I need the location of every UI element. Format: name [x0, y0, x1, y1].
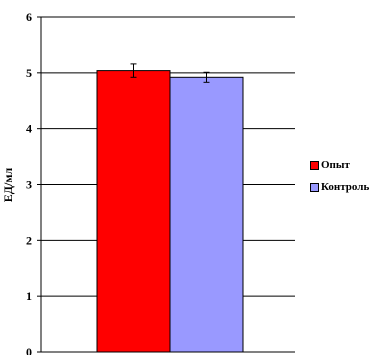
y-axis-title: ЕД/мл [1, 167, 15, 202]
bar-series-1 [169, 76, 244, 353]
y-tick-label-4: 4 [26, 122, 32, 136]
y-tick-label-0: 0 [26, 345, 32, 355]
legend-swatch-series-1 [310, 182, 319, 192]
legend-entry-series-1: Контроль [310, 179, 384, 195]
y-tick-label-6: 6 [26, 10, 32, 24]
bars [96, 70, 244, 353]
y-tick-label-2: 2 [26, 233, 32, 247]
legend-label-series-1: Контроль [321, 181, 370, 193]
legend-entry-series-0: Опыт [310, 157, 384, 173]
error-bars [130, 63, 210, 83]
legend-label-series-0: Опыт [321, 159, 350, 171]
legend: Опыт Контроль [310, 157, 384, 201]
y-ticks: 0 1 2 3 4 5 6 [26, 10, 41, 355]
y-tick-label-1: 1 [26, 289, 32, 303]
legend-swatch-series-0 [310, 160, 319, 170]
y-tick-label-3: 3 [26, 178, 32, 192]
y-tick-label-5: 5 [26, 66, 32, 80]
bar-series-0 [96, 70, 171, 353]
